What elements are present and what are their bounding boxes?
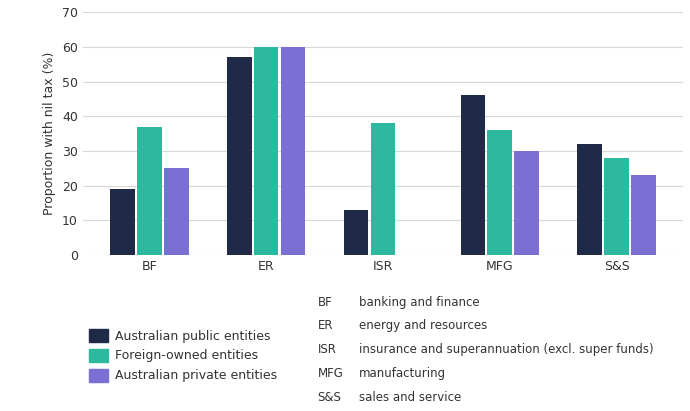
- Bar: [460, 95, 485, 255]
- Y-axis label: Proportion with nil tax (%): Proportion with nil tax (%): [43, 52, 57, 215]
- Text: ER: ER: [317, 319, 333, 332]
- Bar: [344, 210, 368, 255]
- Text: sales and service: sales and service: [359, 391, 461, 404]
- Bar: [604, 158, 629, 255]
- Bar: [137, 127, 161, 255]
- Bar: [514, 151, 539, 255]
- Text: ISR: ISR: [317, 343, 336, 356]
- Text: manufacturing: manufacturing: [359, 367, 446, 380]
- Bar: [631, 175, 656, 255]
- Text: MFG: MFG: [317, 367, 344, 380]
- Text: S&S: S&S: [317, 391, 342, 404]
- Bar: [281, 47, 306, 255]
- Text: energy and resources: energy and resources: [359, 319, 487, 332]
- Text: banking and finance: banking and finance: [359, 296, 480, 309]
- Bar: [371, 123, 395, 255]
- Legend: Australian public entities, Foreign-owned entities, Australian private entities: Australian public entities, Foreign-owne…: [89, 329, 277, 382]
- Bar: [227, 58, 252, 255]
- Bar: [487, 130, 512, 255]
- Text: insurance and superannuation (excl. super funds): insurance and superannuation (excl. supe…: [359, 343, 653, 356]
- Bar: [164, 168, 188, 255]
- Bar: [110, 189, 135, 255]
- Bar: [578, 144, 602, 255]
- Text: BF: BF: [317, 296, 332, 309]
- Bar: [254, 47, 279, 255]
